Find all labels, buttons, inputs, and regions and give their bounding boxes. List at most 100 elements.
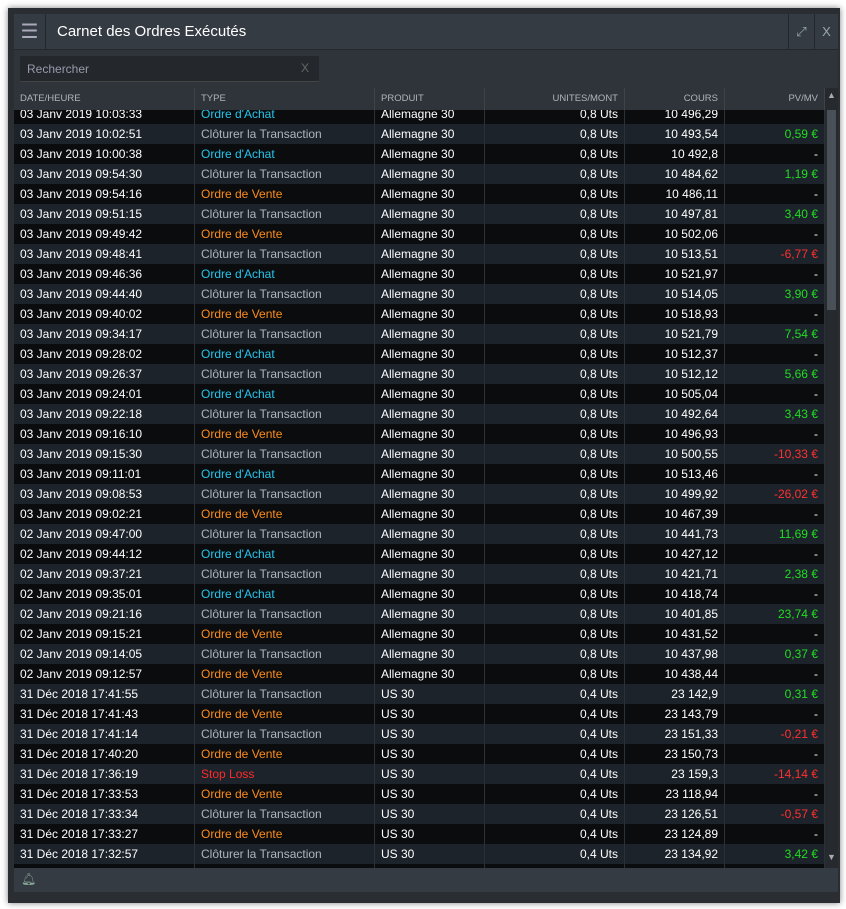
cell-product: Allemagne 30 bbox=[375, 544, 485, 564]
table-row[interactable]: 03 Janv 2019 09:51:15 Clôturer la Transac… bbox=[14, 204, 825, 224]
cell-type: Ordre de Vente bbox=[195, 704, 375, 724]
table-row[interactable]: 31 Déc 2018 17:41:55 Clôturer la Transact… bbox=[14, 684, 825, 704]
cell-product: Allemagne 30 bbox=[375, 124, 485, 144]
cell-units: 0,4 Uts bbox=[485, 724, 625, 744]
cell-price: 23 144,75 bbox=[625, 864, 725, 868]
cell-type: Clôturer la Transaction bbox=[195, 324, 375, 344]
cell-type: Clôturer la Transaction bbox=[195, 164, 375, 184]
cell-type: Ordre de Vente bbox=[195, 784, 375, 804]
table-row[interactable]: 31 Déc 2018 17:41:14 Clôturer la Transact… bbox=[14, 724, 825, 744]
cell-type: Stop Loss bbox=[195, 764, 375, 784]
table-row[interactable]: 03 Janv 2019 09:48:41 Clôturer la Transac… bbox=[14, 244, 825, 264]
cell-units: 0,8 Uts bbox=[485, 110, 625, 124]
search-input[interactable] bbox=[20, 56, 290, 82]
cell-pnl: 7,54 € bbox=[725, 324, 825, 344]
cell-type: Clôturer la Transaction bbox=[195, 684, 375, 704]
cell-price: 10 496,93 bbox=[625, 424, 725, 444]
cell-pnl: - bbox=[725, 264, 825, 284]
scrollbar[interactable]: ▲ ▼ bbox=[825, 88, 838, 868]
table-row[interactable]: 02 Janv 2019 09:14:05 Clôturer la Transac… bbox=[14, 644, 825, 664]
cell-units: 0,8 Uts bbox=[485, 504, 625, 524]
table-row[interactable]: 02 Janv 2019 09:44:12 Ordre d'Achat Allema… bbox=[14, 544, 825, 564]
cell-date: 03 Janv 2019 09:15:30 bbox=[14, 444, 195, 464]
table-row[interactable]: 03 Janv 2019 09:44:40 Clôturer la Transac… bbox=[14, 284, 825, 304]
table-row[interactable]: 03 Janv 2019 09:49:42 Ordre de Vente Allem… bbox=[14, 224, 825, 244]
scroll-up-icon[interactable]: ▲ bbox=[827, 90, 836, 100]
table-row[interactable]: 02 Janv 2019 09:35:01 Ordre d'Achat Allema… bbox=[14, 584, 825, 604]
close-button[interactable]: X bbox=[814, 14, 838, 50]
cell-date: 03 Janv 2019 09:11:01 bbox=[14, 464, 195, 484]
table-row[interactable]: 03 Janv 2019 09:26:37 Clôturer la Transac… bbox=[14, 364, 825, 384]
table-row[interactable]: 31 Déc 2018 17:33:53 Ordre de Vente US 30 0… bbox=[14, 784, 825, 804]
cell-date: 03 Janv 2019 09:02:21 bbox=[14, 504, 195, 524]
table-row[interactable]: 03 Janv 2019 10:03:33 Ordre d'Achat Allema… bbox=[14, 110, 825, 124]
table-row[interactable]: 31 Déc 2018 17:40:20 Ordre de Vente US 30 0… bbox=[14, 744, 825, 764]
table-row[interactable]: 03 Janv 2019 09:54:30 Clôturer la Transac… bbox=[14, 164, 825, 184]
table-row[interactable]: 03 Janv 2019 09:28:02 Ordre d'Achat Allema… bbox=[14, 344, 825, 364]
cell-units: 0,8 Uts bbox=[485, 564, 625, 584]
cell-date: 03 Janv 2019 09:54:30 bbox=[14, 164, 195, 184]
table-row[interactable]: 03 Janv 2019 10:02:51 Clôturer la Transac… bbox=[14, 124, 825, 144]
column-header-price[interactable]: COURS bbox=[625, 88, 725, 110]
cell-type: Clôturer la Transaction bbox=[195, 244, 375, 264]
cell-units: 0,8 Uts bbox=[485, 464, 625, 484]
cell-pnl: 1,19 € bbox=[725, 164, 825, 184]
cell-units: 0,4 Uts bbox=[485, 684, 625, 704]
cell-units: 0,8 Uts bbox=[485, 524, 625, 544]
cell-units: 0,4 Uts bbox=[485, 704, 625, 724]
column-header-type[interactable]: TYPE bbox=[195, 88, 375, 110]
table-row[interactable]: 03 Janv 2019 09:54:16 Ordre de Vente Allem… bbox=[14, 184, 825, 204]
table-row[interactable]: 03 Janv 2019 09:15:30 Clôturer la Transac… bbox=[14, 444, 825, 464]
scrollbar-thumb[interactable] bbox=[827, 110, 836, 310]
table-row[interactable]: 03 Janv 2019 09:11:01 Ordre d'Achat Allema… bbox=[14, 464, 825, 484]
hamburger-icon[interactable]: ☰ bbox=[14, 14, 46, 50]
cell-type: Ordre de Vente bbox=[195, 304, 375, 324]
table-row[interactable]: 02 Janv 2019 09:15:21 Ordre de Vente Allem… bbox=[14, 624, 825, 644]
cell-type: Ordre d'Achat bbox=[195, 464, 375, 484]
table-row[interactable]: 03 Janv 2019 09:16:10 Ordre de Vente Allem… bbox=[14, 424, 825, 444]
cell-units: 0,4 Uts bbox=[485, 824, 625, 844]
cell-product: US 30 bbox=[375, 844, 485, 864]
cell-date: 03 Janv 2019 09:48:41 bbox=[14, 244, 195, 264]
expand-icon[interactable]: ⤢ bbox=[788, 14, 814, 50]
cell-date: 31 Déc 2018 17:32:57 bbox=[14, 844, 195, 864]
cell-pnl: - bbox=[725, 664, 825, 684]
table-row[interactable]: 03 Janv 2019 09:40:02 Ordre de Vente Allem… bbox=[14, 304, 825, 324]
table-row[interactable]: 02 Janv 2019 09:21:16 Clôturer la Transac… bbox=[14, 604, 825, 624]
column-header-product[interactable]: PRODUIT bbox=[375, 88, 485, 110]
column-header-pnl[interactable]: PV/MV bbox=[725, 88, 825, 110]
cell-type: Ordre d'Achat bbox=[195, 584, 375, 604]
table-row[interactable]: 31 Déc 2018 17:33:34 Clôturer la Transact… bbox=[14, 804, 825, 824]
cell-type: Ordre de Vente bbox=[195, 744, 375, 764]
table-row[interactable]: 03 Janv 2019 09:24:01 Ordre d'Achat Allema… bbox=[14, 384, 825, 404]
column-header-date[interactable]: DATE/HEURE bbox=[14, 88, 195, 110]
cell-pnl: - bbox=[725, 344, 825, 364]
table-row[interactable]: 02 Janv 2019 09:47:00 Clôturer la Transac… bbox=[14, 524, 825, 544]
scroll-down-icon[interactable]: ▼ bbox=[827, 852, 836, 862]
cell-date: 03 Janv 2019 09:28:02 bbox=[14, 344, 195, 364]
table-row[interactable]: 03 Janv 2019 09:46:36 Ordre d'Achat Allema… bbox=[14, 264, 825, 284]
clear-search-icon[interactable]: X bbox=[300, 61, 309, 75]
cell-date: 02 Janv 2019 09:12:57 bbox=[14, 664, 195, 684]
table-row[interactable]: 03 Janv 2019 09:02:21 Ordre de Vente Allem… bbox=[14, 504, 825, 524]
cell-date: 03 Janv 2019 09:08:53 bbox=[14, 484, 195, 504]
table-row[interactable]: 31 Déc 2018 17:32:57 Clôturer la Transact… bbox=[14, 844, 825, 864]
cell-date: 03 Janv 2019 09:22:18 bbox=[14, 404, 195, 424]
cell-type: Clôturer la Transaction bbox=[195, 804, 375, 824]
cell-price: 10 438,44 bbox=[625, 664, 725, 684]
table-row[interactable]: 03 Janv 2019 10:00:38 Ordre d'Achat Allema… bbox=[14, 144, 825, 164]
table-row[interactable]: 31 Déc 2018 17:33:27 Ordre de Vente US 30 0… bbox=[14, 824, 825, 844]
cell-product: Allemagne 30 bbox=[375, 664, 485, 684]
table-row[interactable]: 02 Janv 2019 09:37:21 Clôturer la Transac… bbox=[14, 564, 825, 584]
column-header-units[interactable]: UNITES/MONT bbox=[485, 88, 625, 110]
table-row[interactable]: 03 Janv 2019 09:08:53 Clôturer la Transac… bbox=[14, 484, 825, 504]
table-row[interactable]: 31 Déc 2018 17:41:43 Ordre de Vente US 30 0… bbox=[14, 704, 825, 724]
table-row[interactable]: 02 Janv 2019 09:12:57 Ordre de Vente Allem… bbox=[14, 664, 825, 684]
table-row[interactable]: 31 Déc 2018 17:36:19 Stop Loss US 30 0,4 Ut… bbox=[14, 764, 825, 784]
cell-price: 10 502,06 bbox=[625, 224, 725, 244]
cell-date: 31 Déc 2018 17:33:53 bbox=[14, 784, 195, 804]
bell-icon[interactable]: 🔔︎ bbox=[21, 872, 37, 886]
table-row[interactable]: 03 Janv 2019 09:34:17 Clôturer la Transac… bbox=[14, 324, 825, 344]
table-row[interactable]: 03 Janv 2019 09:22:18 Clôturer la Transac… bbox=[14, 404, 825, 424]
